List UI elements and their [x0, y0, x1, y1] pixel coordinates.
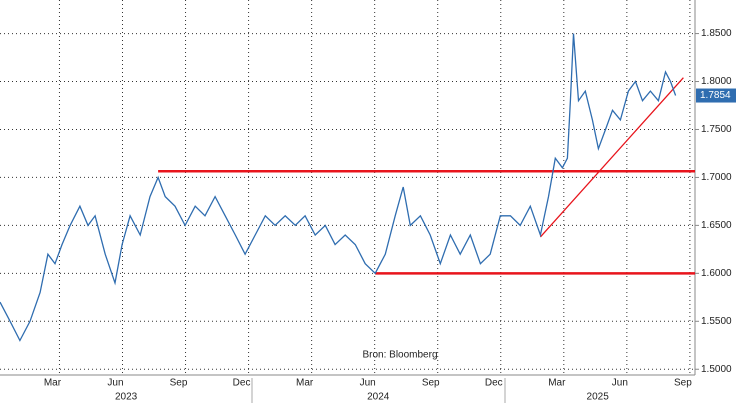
x-tick-label: Dec: [233, 378, 251, 389]
price-line: [0, 33, 677, 342]
year-label: 2024: [367, 392, 390, 403]
x-tick-label: Sep: [674, 378, 692, 389]
x-tick-label: Sep: [422, 378, 440, 389]
x-tick-label: Jun: [360, 378, 376, 389]
y-tick-label: 1.7000: [701, 172, 732, 183]
source-note: Bron: Bloomberg: [362, 350, 437, 361]
last-value-label: 1.7854: [700, 90, 731, 101]
year-label: 2025: [587, 392, 610, 403]
x-tick-label: Jun: [107, 378, 123, 389]
x-tick-label: Mar: [296, 378, 314, 389]
y-tick-label: 1.6500: [701, 220, 732, 231]
y-tick-label: 1.5000: [701, 364, 732, 375]
x-tick-label: Sep: [170, 378, 188, 389]
year-label: 2023: [115, 392, 138, 403]
reference-line: [539, 77, 684, 238]
y-tick-label: 1.8500: [701, 28, 732, 39]
x-tick-label: Mar: [44, 378, 62, 389]
y-tick-label: 1.7500: [701, 124, 732, 135]
x-tick-label: Jun: [612, 378, 628, 389]
y-tick-label: 1.6000: [701, 268, 732, 279]
x-tick-label: Dec: [485, 378, 503, 389]
last-value-box: [696, 88, 736, 103]
y-tick-label: 1.5500: [701, 316, 732, 327]
y-tick-label: 1.8000: [701, 76, 732, 87]
x-tick-label: Mar: [548, 378, 566, 389]
